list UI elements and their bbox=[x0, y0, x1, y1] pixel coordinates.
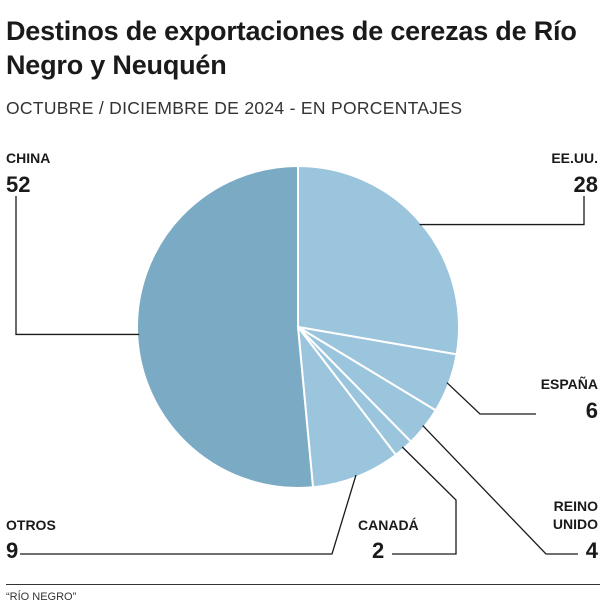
label-name-china: CHINA bbox=[6, 150, 51, 166]
source-credit: “RÍO NEGRO” bbox=[6, 591, 77, 603]
label-name-otros: OTROS bbox=[6, 517, 56, 533]
leader-eeuu bbox=[419, 196, 585, 226]
chart-title: Destinos de exportaciones de cerezas de … bbox=[6, 16, 577, 80]
slice-eeuu bbox=[297, 165, 460, 356]
leader-reino-unido bbox=[422, 425, 578, 555]
slice-china bbox=[136, 165, 315, 489]
leader-otros bbox=[20, 474, 357, 555]
label-value-eeuu: 28 bbox=[573, 172, 598, 197]
label-name-reino-unido-line2: UNIDO bbox=[552, 516, 598, 532]
label-name-eeuu: EE.UU. bbox=[551, 150, 598, 166]
slice-otros bbox=[297, 326, 397, 489]
label-name-reino-unido-line1: REINO bbox=[553, 498, 598, 514]
label-name-canada: CANADÁ bbox=[358, 517, 419, 533]
label-value-otros: 9 bbox=[6, 538, 19, 563]
leader-canada bbox=[392, 446, 457, 555]
label-value-reino-unido: 4 bbox=[585, 538, 598, 563]
chart-subtitle: OCTUBRE / DICIEMBRE DE 2024 - EN PORCENT… bbox=[6, 98, 463, 118]
leader-china bbox=[15, 196, 140, 336]
label-value-china: 52 bbox=[6, 172, 31, 197]
label-value-espana: 6 bbox=[585, 398, 598, 423]
leader-espana bbox=[446, 382, 536, 415]
label-name-espana: ESPAÑA bbox=[540, 376, 598, 392]
footer-divider bbox=[6, 584, 600, 585]
label-value-canada: 2 bbox=[372, 538, 385, 563]
